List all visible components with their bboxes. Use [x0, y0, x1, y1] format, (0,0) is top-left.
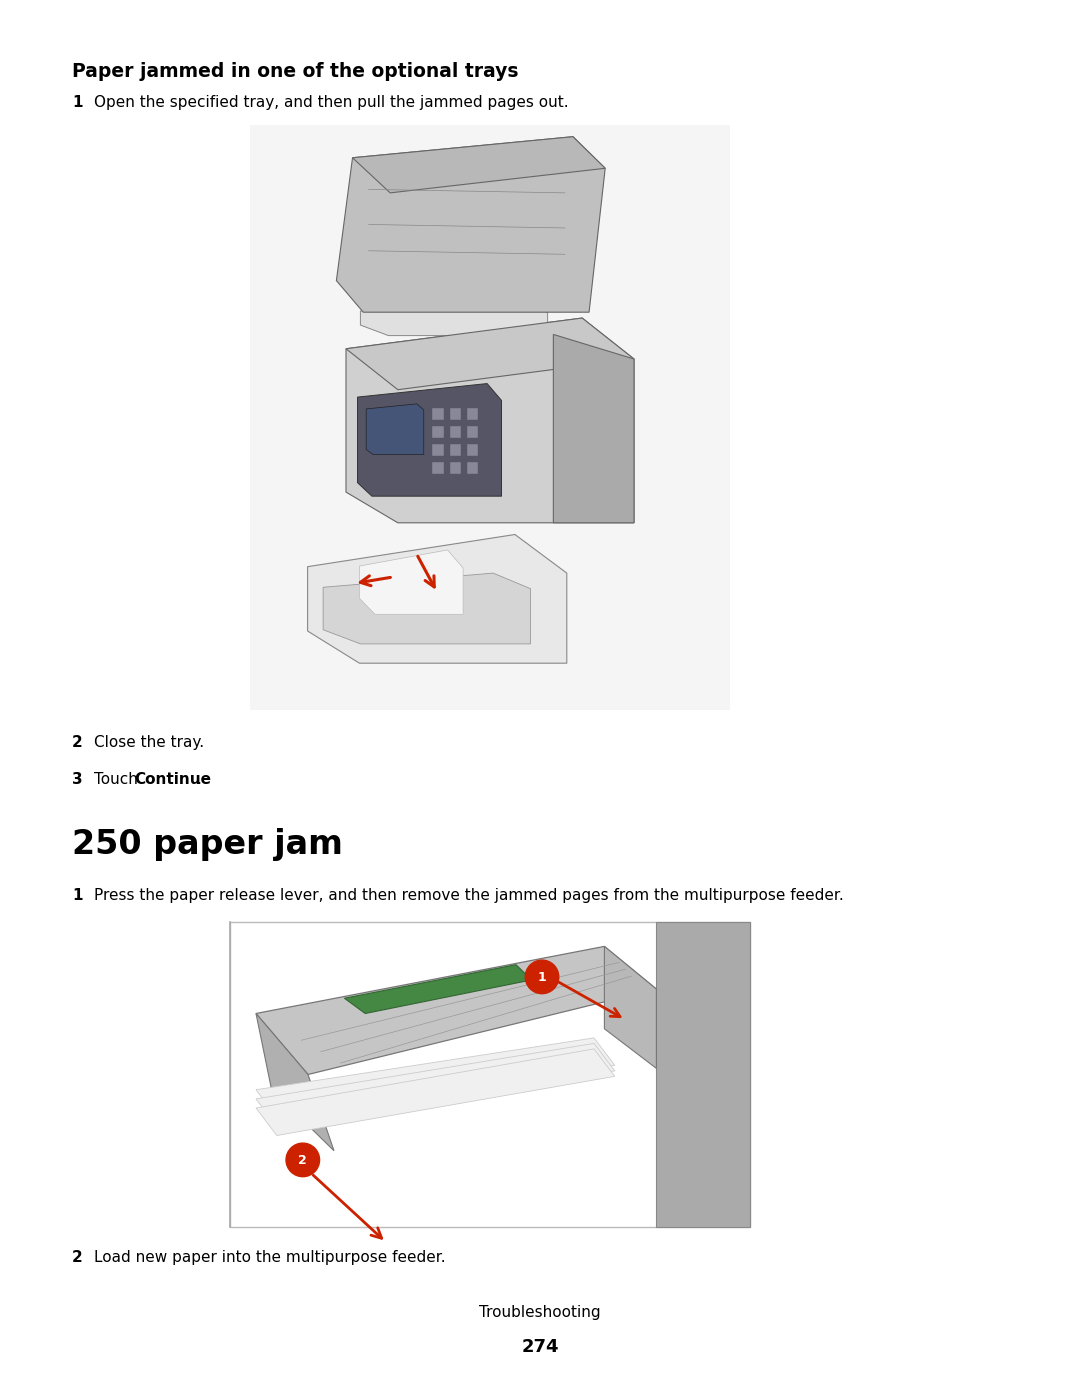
Bar [449, 426, 461, 437]
Polygon shape [336, 137, 605, 312]
Text: .: . [195, 773, 201, 787]
Text: 1: 1 [72, 888, 82, 902]
Polygon shape [346, 319, 634, 390]
Circle shape [525, 960, 558, 993]
Text: Touch: Touch [94, 773, 143, 787]
Polygon shape [605, 946, 657, 1069]
Text: 2: 2 [72, 735, 83, 750]
Polygon shape [346, 319, 634, 522]
Bar [432, 444, 444, 455]
Bar [449, 444, 461, 455]
Text: 3: 3 [72, 773, 83, 787]
Polygon shape [352, 137, 605, 193]
Bar [467, 444, 478, 455]
Bar [657, 922, 750, 1227]
Bar [449, 462, 461, 474]
Polygon shape [256, 946, 657, 1074]
Bar [467, 462, 478, 474]
Bar [449, 408, 461, 419]
Text: 1: 1 [72, 95, 82, 110]
Polygon shape [360, 550, 463, 615]
Text: Close the tray.: Close the tray. [94, 735, 204, 750]
Polygon shape [256, 1013, 334, 1151]
Bar [432, 408, 444, 419]
Text: Open the specified tray, and then pull the jammed pages out.: Open the specified tray, and then pull t… [94, 95, 569, 110]
Bar [230, 922, 750, 1227]
Bar [467, 426, 478, 437]
Bar [467, 408, 478, 419]
Text: 1: 1 [538, 971, 546, 985]
Polygon shape [256, 1038, 615, 1118]
Polygon shape [345, 965, 531, 1013]
Polygon shape [366, 404, 423, 454]
Circle shape [286, 1143, 320, 1176]
Text: 2: 2 [298, 1154, 307, 1168]
Text: 250 paper jam: 250 paper jam [72, 828, 342, 861]
Text: Troubleshooting: Troubleshooting [480, 1305, 600, 1320]
Polygon shape [308, 535, 567, 664]
Polygon shape [361, 300, 548, 335]
Bar [432, 462, 444, 474]
Polygon shape [553, 334, 634, 522]
Text: 274: 274 [522, 1338, 558, 1356]
Text: Continue: Continue [134, 773, 211, 787]
Polygon shape [323, 573, 530, 644]
Bar [249, 124, 730, 710]
Text: 2: 2 [72, 1250, 83, 1266]
Polygon shape [256, 1044, 615, 1126]
Polygon shape [256, 1049, 615, 1136]
Bar [432, 426, 444, 437]
Text: Paper jammed in one of the optional trays: Paper jammed in one of the optional tray… [72, 61, 518, 81]
Text: Load new paper into the multipurpose feeder.: Load new paper into the multipurpose fee… [94, 1250, 446, 1266]
Polygon shape [357, 384, 501, 496]
Text: Press the paper release lever, and then remove the jammed pages from the multipu: Press the paper release lever, and then … [94, 888, 843, 902]
